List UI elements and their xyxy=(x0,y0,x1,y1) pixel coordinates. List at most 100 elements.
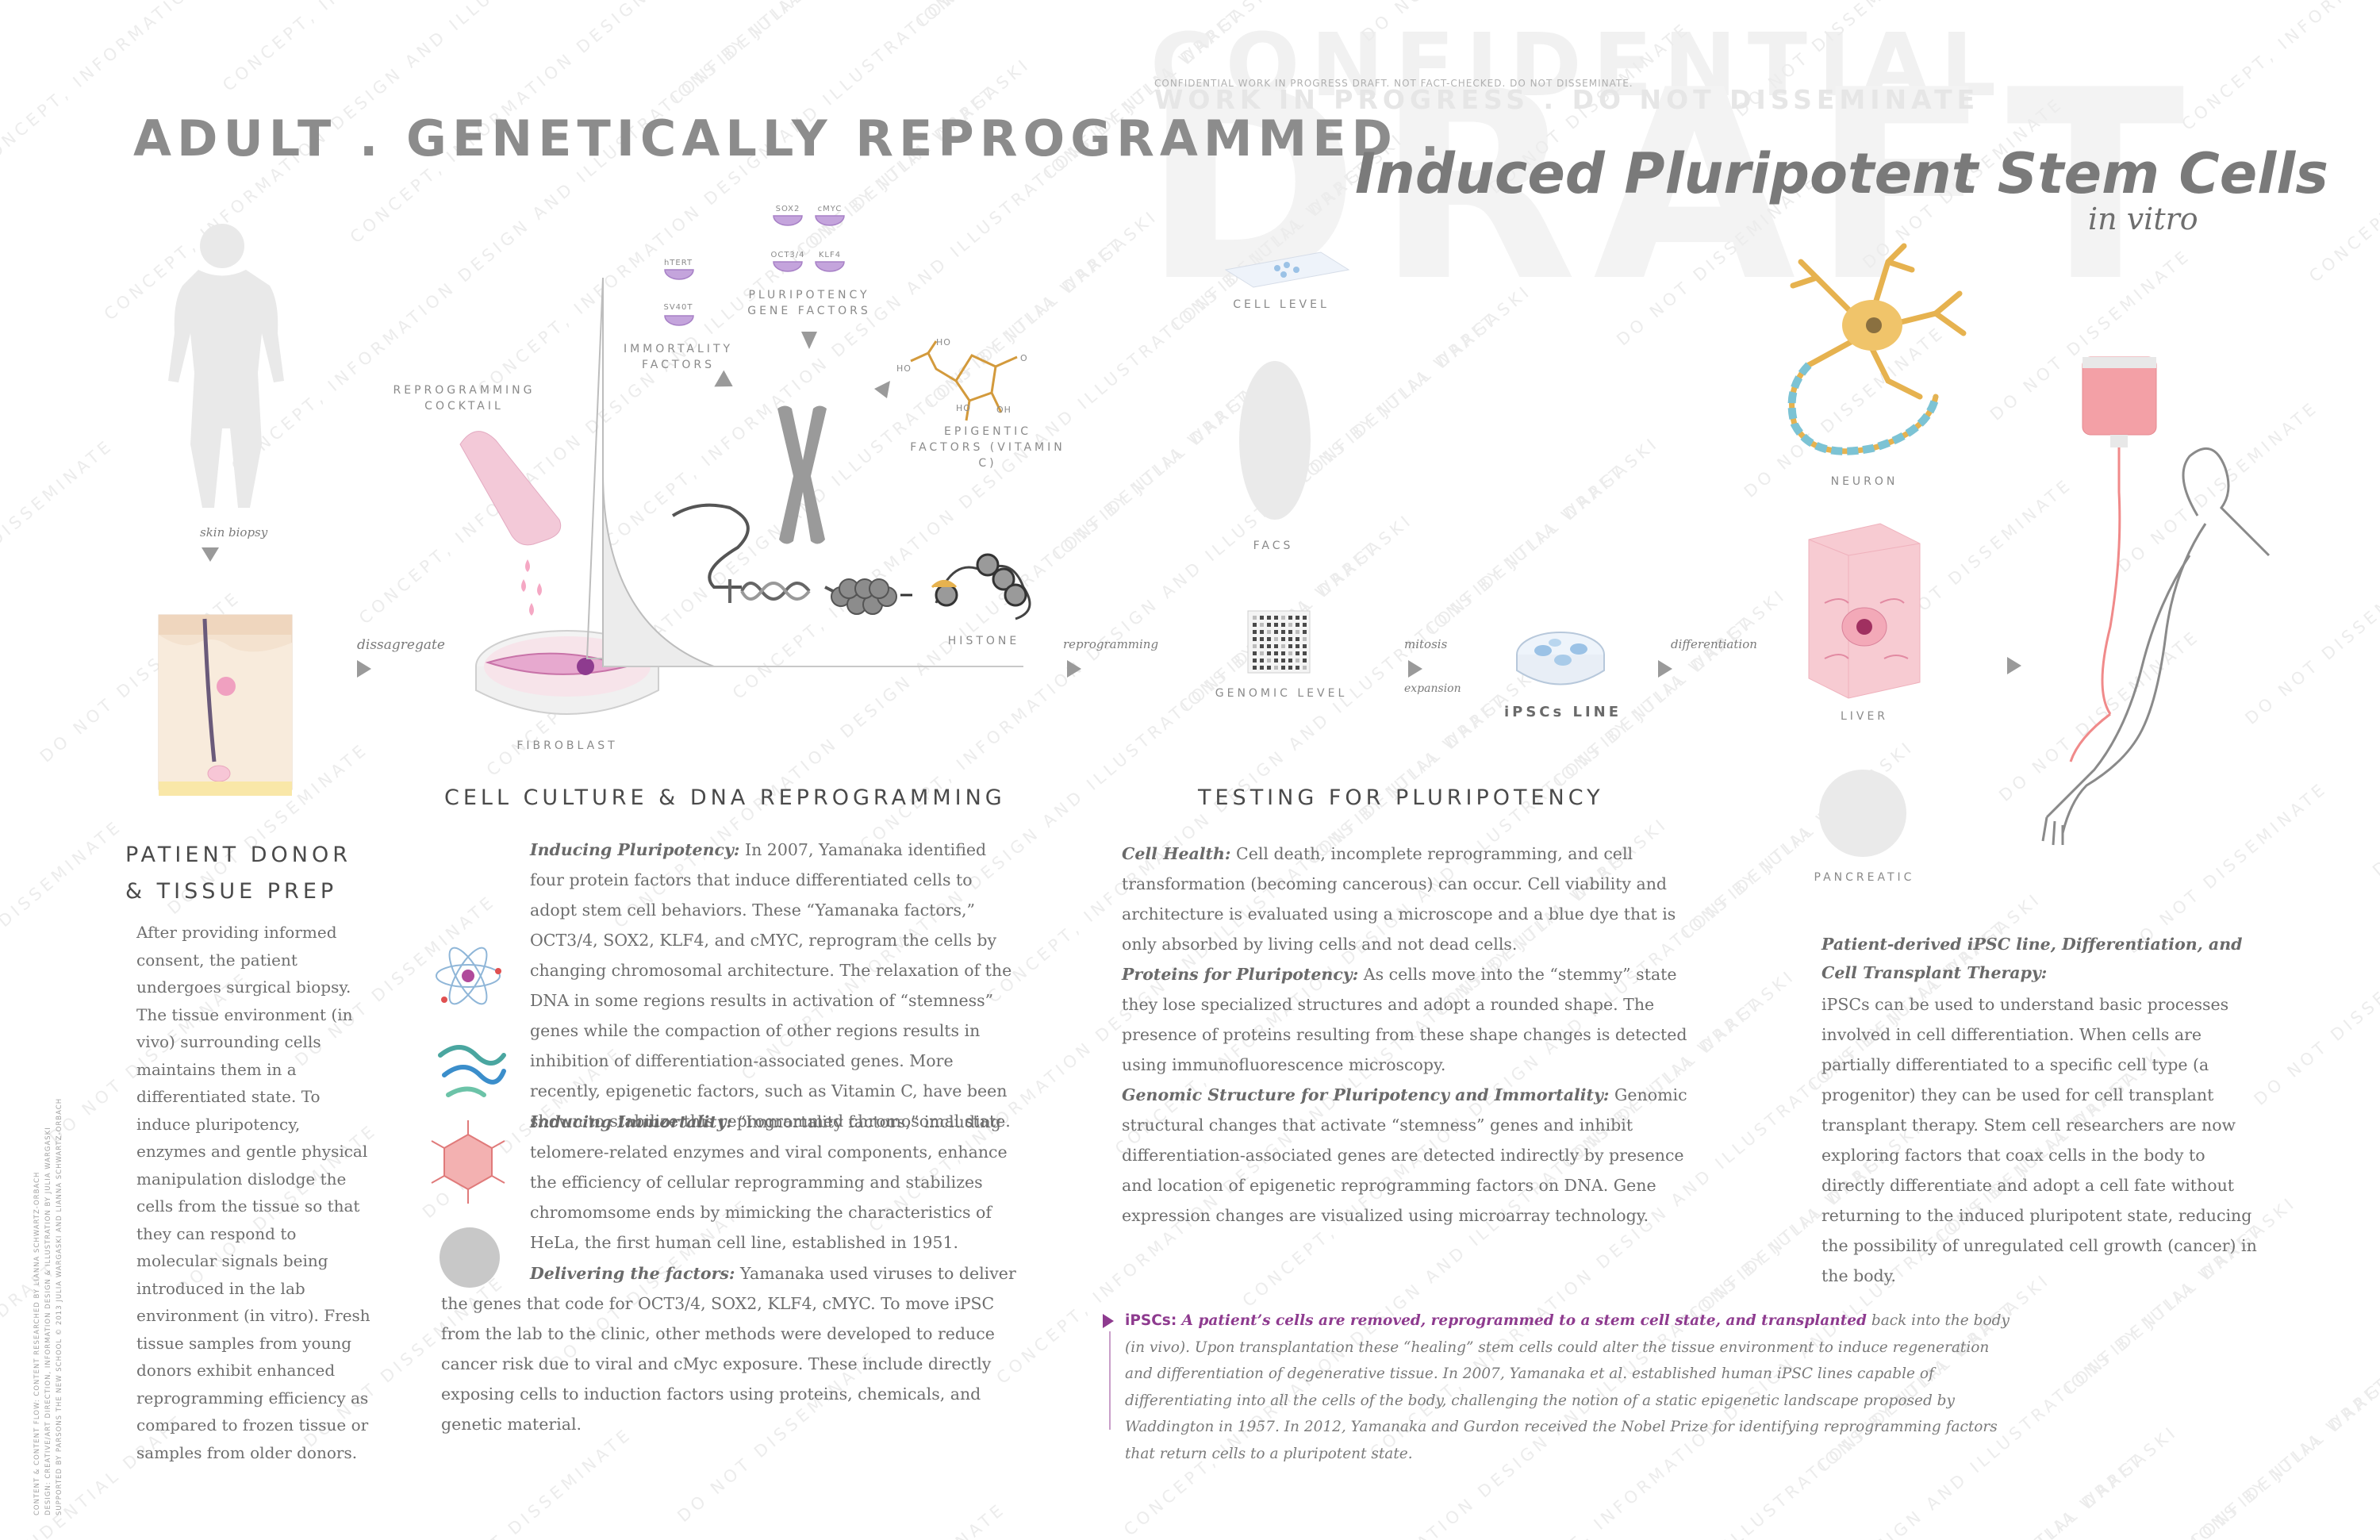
microarray-spot xyxy=(1288,637,1292,641)
nucleosome-icon xyxy=(831,578,897,615)
summary-rest: back into the body (in vivo). Upon trans… xyxy=(1125,1312,2010,1462)
microarray-spot xyxy=(1274,644,1278,648)
microarray-spot xyxy=(1253,630,1257,634)
arrow-down-icon xyxy=(874,381,890,398)
microarray-spot xyxy=(1274,630,1278,634)
protein-icon xyxy=(438,1045,506,1097)
label-reprogramming: reprogramming xyxy=(1063,637,1159,651)
label-ipscs-line: iPSCs LINE xyxy=(1503,704,1622,720)
page-subtitle-right: in vitro xyxy=(2088,202,2198,236)
section-title-patient: PATIENT DONOR & TISSUE PREP xyxy=(125,837,351,910)
label-facs: FACS xyxy=(1253,540,1294,552)
cell-level-slide-icon xyxy=(1224,252,1350,288)
microarray-spot xyxy=(1303,616,1307,620)
microarray-spot xyxy=(1296,666,1299,670)
microarray-spot xyxy=(1288,651,1292,655)
neuron-nucleus-icon xyxy=(1866,317,1882,333)
label-skin-biopsy: skin biopsy xyxy=(200,525,268,540)
label-pluripotency-gene-factors: PLURIPOTENCY GENE FACTORS xyxy=(747,289,871,317)
subhead-proteins: Proteins for Pluripotency: xyxy=(1122,965,1359,984)
label-neuron: NEURON xyxy=(1830,475,1898,488)
label-epigentic-factors: EPIGENTIC FACTORS (VITAMIN C) xyxy=(910,425,1065,470)
ipscs-dish-icon xyxy=(1516,632,1605,686)
microarray-spot xyxy=(1303,651,1307,655)
draft-wip-line: WORK IN PROGRESS . DO NOT DISSEMINATE xyxy=(1154,84,1980,115)
microarray-spot xyxy=(1303,630,1307,634)
therapy-title-line1: Patient-derived iPSC line, Differentiati… xyxy=(1821,935,2243,954)
microarray-spot xyxy=(1288,666,1292,670)
microarray-spot xyxy=(1281,637,1285,641)
microarray-spot xyxy=(1267,666,1271,670)
microarray-spot xyxy=(1260,630,1264,634)
arrow-down-icon xyxy=(202,547,219,562)
summary-marker-icon xyxy=(1103,1314,1114,1328)
virus-icon xyxy=(431,1120,505,1204)
histone-icon xyxy=(900,553,1031,620)
label-mol-ho-2: HO xyxy=(896,363,912,374)
microarray-spot xyxy=(1296,630,1299,634)
microarray-spot xyxy=(1267,616,1271,620)
label-mol-ho-3: HO xyxy=(956,403,971,413)
microarray-spot xyxy=(1274,659,1278,662)
microarray-spot xyxy=(1296,623,1299,627)
label-mitosis: mitosis xyxy=(1404,637,1448,651)
microarray-spot xyxy=(1281,630,1285,634)
microarray-spot xyxy=(1281,616,1285,620)
summary-lead-text: A patient’s cells are removed, reprogram… xyxy=(1177,1312,1867,1329)
label-cell-level: CELL LEVEL xyxy=(1233,298,1330,311)
microarray-spot xyxy=(1274,651,1278,655)
subhead-inducing-immortality: Inducing Immortality: xyxy=(530,1112,733,1131)
human-figure-icon xyxy=(168,224,284,508)
label-htert: hTERT xyxy=(663,259,693,267)
section-title-culture: CELL CULTURE & DNA REPROGRAMMING xyxy=(444,785,1006,810)
draft-small-notice: CONFIDENTIAL WORK IN PROGRESS DRAFT. NOT… xyxy=(1154,78,1633,89)
page-title-right: Induced Pluripotent Stem Cells xyxy=(1355,141,2328,206)
label-sv40t: SV40T xyxy=(663,303,693,312)
label-liver: LIVER xyxy=(1840,710,1889,723)
label-histone: HISTONE xyxy=(947,635,1020,647)
microarray-frame xyxy=(1247,610,1311,674)
label-reprogramming-cocktail: REPROGRAMMING COCKTAIL xyxy=(393,384,536,413)
axon-myelin xyxy=(1787,362,1940,455)
microarray-spot xyxy=(1288,623,1292,627)
microarray-spot xyxy=(1303,659,1307,662)
microarray-spot xyxy=(1303,623,1307,627)
section-title-patient-line2: & TISSUE PREP xyxy=(125,879,338,904)
microarray-spot xyxy=(1260,659,1264,662)
microarray-spot xyxy=(1288,659,1292,662)
microarray-spot xyxy=(1253,659,1257,662)
label-differentiation: differentiation xyxy=(1671,637,1757,651)
microarray-spot xyxy=(1260,616,1264,620)
arrow-right-icon xyxy=(2007,657,2021,674)
microarray-spot xyxy=(1267,630,1271,634)
microarray-spot xyxy=(1296,616,1299,620)
testing-p1: Cell death, incomplete reprogramming, an… xyxy=(1122,844,1676,954)
microarray-spot xyxy=(1281,659,1285,662)
chromosome-icon xyxy=(777,405,827,544)
section-body-testing: Cell Health: Cell death, incomplete repr… xyxy=(1122,839,1709,1231)
vitamin-c-molecule-icon xyxy=(910,340,1018,421)
microarray-spot xyxy=(1274,616,1278,620)
microarray-spot xyxy=(1267,637,1271,641)
microarray-spot xyxy=(1296,659,1299,662)
microarray-spot xyxy=(1274,637,1278,641)
arrow-right-icon xyxy=(357,660,371,678)
label-gene-cmyc: cMYC xyxy=(817,205,843,213)
testing-p2: As cells move into the “stemmy” state th… xyxy=(1122,965,1687,1074)
microarray-spot xyxy=(1267,623,1271,627)
section-title-testing: TESTING FOR PLURIPOTENCY xyxy=(1198,785,1604,810)
microarray-spot xyxy=(1281,623,1285,627)
microarray-spot xyxy=(1288,616,1292,620)
microarray-spot xyxy=(1288,644,1292,648)
label-mol-oh: OH xyxy=(996,405,1012,415)
label-expansion: expansion xyxy=(1404,682,1461,695)
summary-callout: iPSCs: A patient’s cells are removed, re… xyxy=(1125,1308,2010,1467)
label-gene-sox2: SOX2 xyxy=(775,205,800,213)
arrow-down-icon xyxy=(801,332,817,349)
section-title-patient-line1: PATIENT DONOR xyxy=(125,843,351,867)
culture-p1: In 2007, Yamanaka identified four protei… xyxy=(530,840,1012,1131)
culture-icons xyxy=(431,947,506,1288)
pancreatic-placeholder xyxy=(1819,770,1906,857)
reprogramming-cocktail-icon xyxy=(459,431,562,616)
gene-factor-icons xyxy=(664,215,845,326)
